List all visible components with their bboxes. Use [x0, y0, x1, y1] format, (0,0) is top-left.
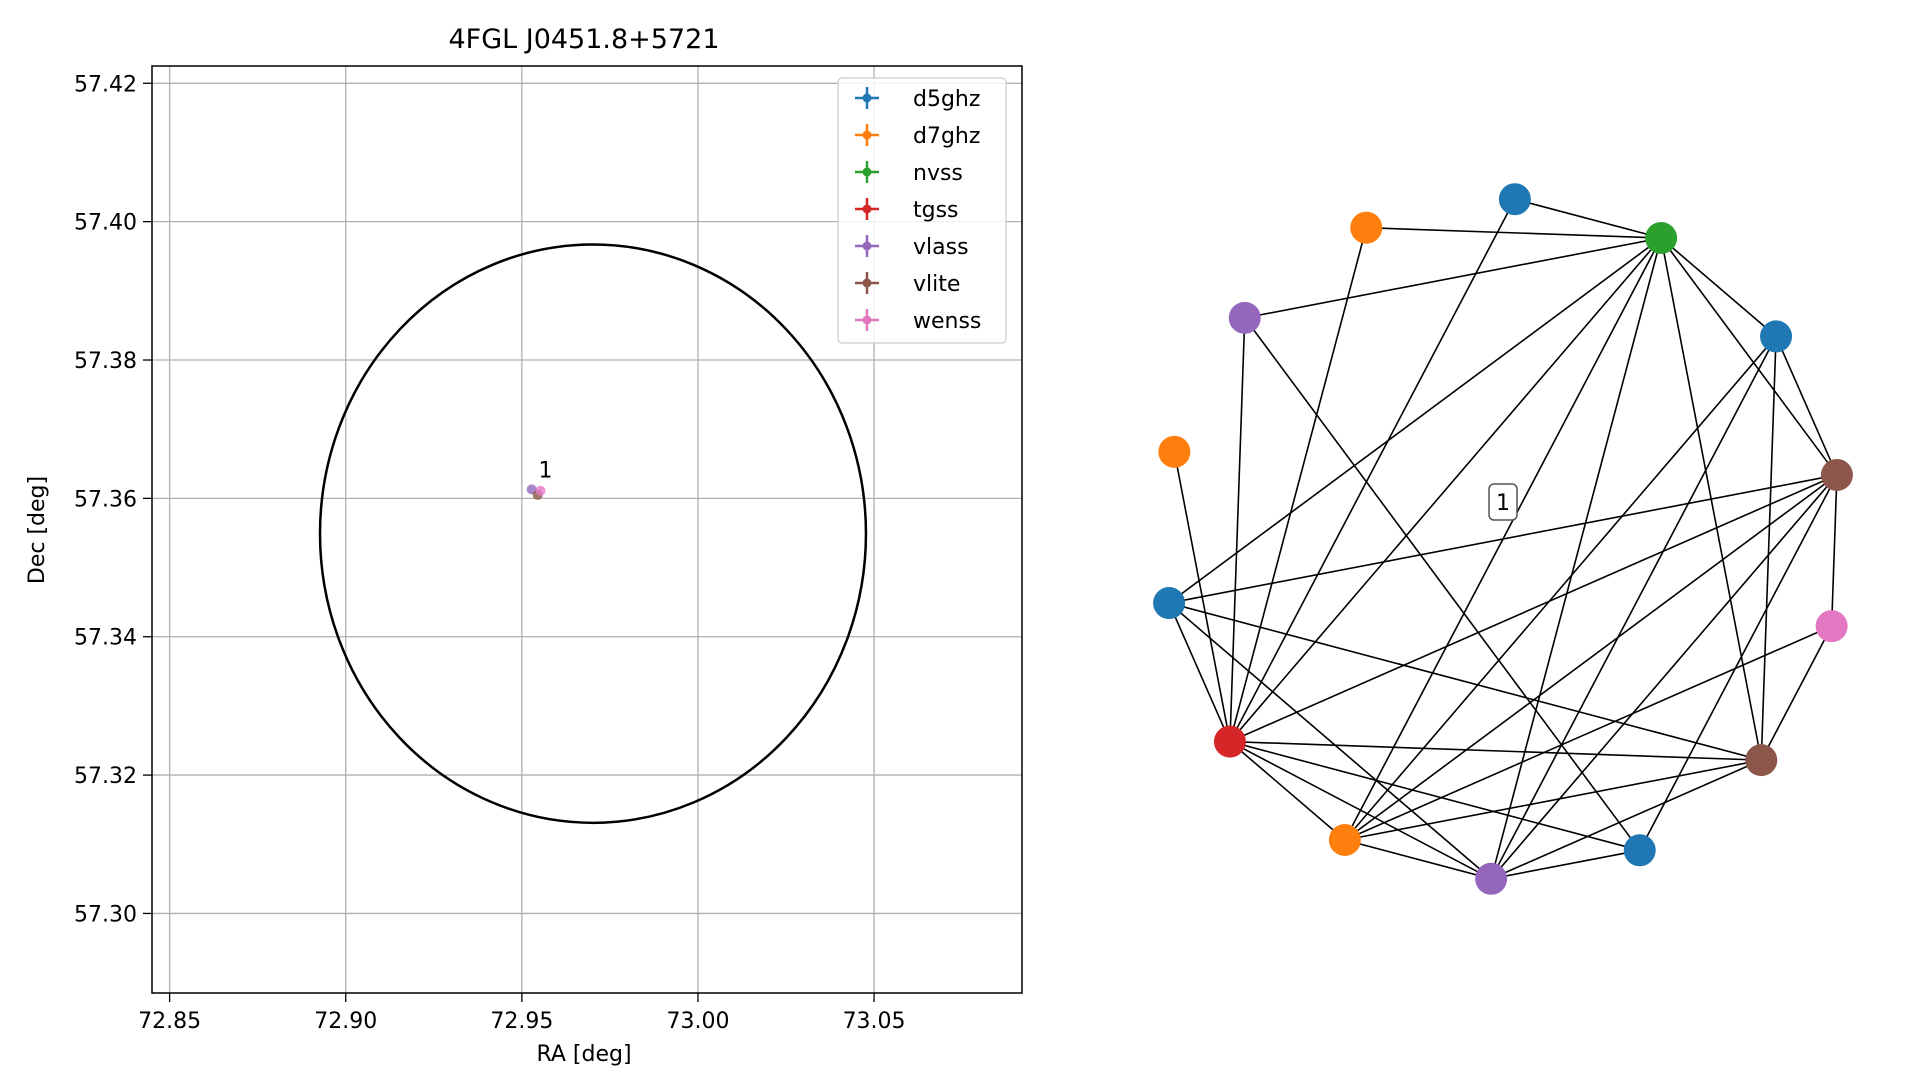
legend-item-tgss: tgss — [855, 198, 959, 223]
network-node-d5ghz — [1498, 183, 1531, 216]
network-edge — [1344, 474, 1838, 841]
y-axis-ticks: 57.30 57.32 57.34 57.36 57.38 57.40 57.42 — [74, 72, 152, 927]
network-edge — [1168, 474, 1838, 604]
network-edge — [1344, 335, 1777, 841]
network-edge — [1229, 227, 1368, 742]
legend-label: vlass — [913, 235, 969, 260]
network-node-nvss — [1645, 222, 1678, 255]
network-edge — [1229, 740, 1492, 880]
sky-position-plot: 1 72.85 72.90 72.95 73.00 73.05 57.3057.3257… — [25, 24, 1023, 1067]
legend-label: d7ghz — [913, 124, 980, 149]
y-tick-label: 57.40 — [74, 211, 137, 236]
network-edge — [1490, 474, 1838, 880]
grid — [152, 66, 1022, 993]
network-edge — [1244, 317, 1641, 851]
legend-item-nvss: nvss — [855, 161, 963, 186]
network-edge — [1244, 237, 1662, 319]
x-tick-label: 73.05 — [843, 1009, 906, 1034]
network-edge — [1229, 317, 1246, 742]
uncertainty-ellipse — [318, 243, 868, 825]
network-edge — [1344, 625, 1832, 841]
axes-frame — [151, 65, 1023, 994]
network-node-vlite — [1820, 458, 1853, 491]
x-tick-label: 73.00 — [666, 1009, 729, 1034]
network-node-d7ghz — [1158, 435, 1191, 468]
network-node-d7ghz — [1328, 823, 1361, 856]
network-label: 1 — [1488, 483, 1518, 521]
network-edge — [1168, 602, 1762, 761]
network-edge — [1660, 237, 1777, 338]
network-node-tgss — [1213, 725, 1246, 758]
legend-item-vlass: vlass — [855, 235, 969, 260]
network-node-vlite — [1745, 744, 1778, 777]
chart-title: 4FGL J0451.8+5721 — [448, 24, 719, 55]
network-edge — [1168, 237, 1662, 604]
network-edge — [1490, 336, 1777, 880]
x-tick-label: 72.85 — [138, 1009, 201, 1034]
network-edge — [1366, 226, 1662, 239]
network-node-d5ghz — [1760, 320, 1793, 353]
network-node-d5ghz — [1153, 587, 1186, 620]
legend-label: wenss — [913, 309, 981, 334]
network-node-vlass — [1475, 862, 1508, 895]
network-edge — [1760, 625, 1833, 761]
x-axis-ticks: 72.85 72.90 72.95 73.00 73.05 — [138, 993, 906, 1034]
x-axis-label: RA [deg] — [536, 1042, 631, 1067]
network-edge — [1229, 198, 1516, 742]
y-tick-label: 57.36 — [74, 487, 137, 512]
network-edge — [1660, 237, 1838, 476]
network-edge — [1490, 849, 1640, 880]
network-edge — [1173, 451, 1231, 742]
source-point-wenss — [535, 485, 546, 496]
y-tick-label: 57.42 — [74, 72, 137, 97]
network-edge — [1168, 602, 1492, 880]
legend-label: nvss — [913, 161, 963, 186]
x-tick-label: 72.95 — [490, 1009, 553, 1034]
network-edge — [1344, 759, 1762, 841]
network-edge — [1168, 602, 1231, 742]
network-label-text: 1 — [1496, 491, 1510, 516]
network-edge — [1229, 237, 1662, 743]
network-node-vlass — [1228, 301, 1261, 334]
network-edge — [1639, 474, 1838, 851]
network-nodes — [1153, 183, 1853, 895]
y-tick-label: 57.30 — [74, 902, 137, 927]
legend: d5ghz d7ghz nvss tgss vlass vlite wenss — [837, 77, 1007, 344]
network-edge — [1229, 740, 1762, 761]
network-edge — [1229, 474, 1838, 743]
network-edge — [1344, 839, 1492, 880]
legend-label: d5ghz — [913, 87, 980, 112]
y-tick-label: 57.32 — [74, 764, 137, 789]
x-tick-label: 72.90 — [314, 1009, 377, 1034]
legend-item-wenss: wenss — [855, 309, 981, 334]
network-edge — [1830, 474, 1838, 627]
network-node-d7ghz — [1350, 211, 1383, 244]
legend-label: tgss — [913, 198, 959, 223]
network-edges — [1168, 198, 1838, 880]
network-edge — [1490, 759, 1762, 880]
network-label-box — [1488, 483, 1518, 521]
source-points — [526, 484, 546, 500]
legend-item-d5ghz: d5ghz — [855, 87, 980, 112]
legend-item-vlite: vlite — [855, 272, 960, 297]
network-node-wenss — [1815, 610, 1848, 643]
point-annotation: 1 — [539, 458, 553, 483]
network-edge — [1229, 740, 1346, 841]
y-tick-label: 57.38 — [74, 349, 137, 374]
legend-label: vlite — [913, 272, 960, 297]
network-edge — [1760, 336, 1777, 761]
y-axis-label: Dec [deg] — [25, 476, 50, 584]
network-edge — [1229, 740, 1640, 852]
match-network-graph: 1 — [1153, 183, 1853, 895]
legend-item-d7ghz: d7ghz — [855, 124, 980, 149]
network-edge — [1490, 237, 1662, 879]
network-edge — [1514, 198, 1662, 239]
legend-box — [837, 77, 1007, 344]
network-node-d5ghz — [1623, 834, 1656, 867]
network-edge — [1775, 336, 1838, 476]
y-tick-label: 57.34 — [74, 626, 137, 651]
